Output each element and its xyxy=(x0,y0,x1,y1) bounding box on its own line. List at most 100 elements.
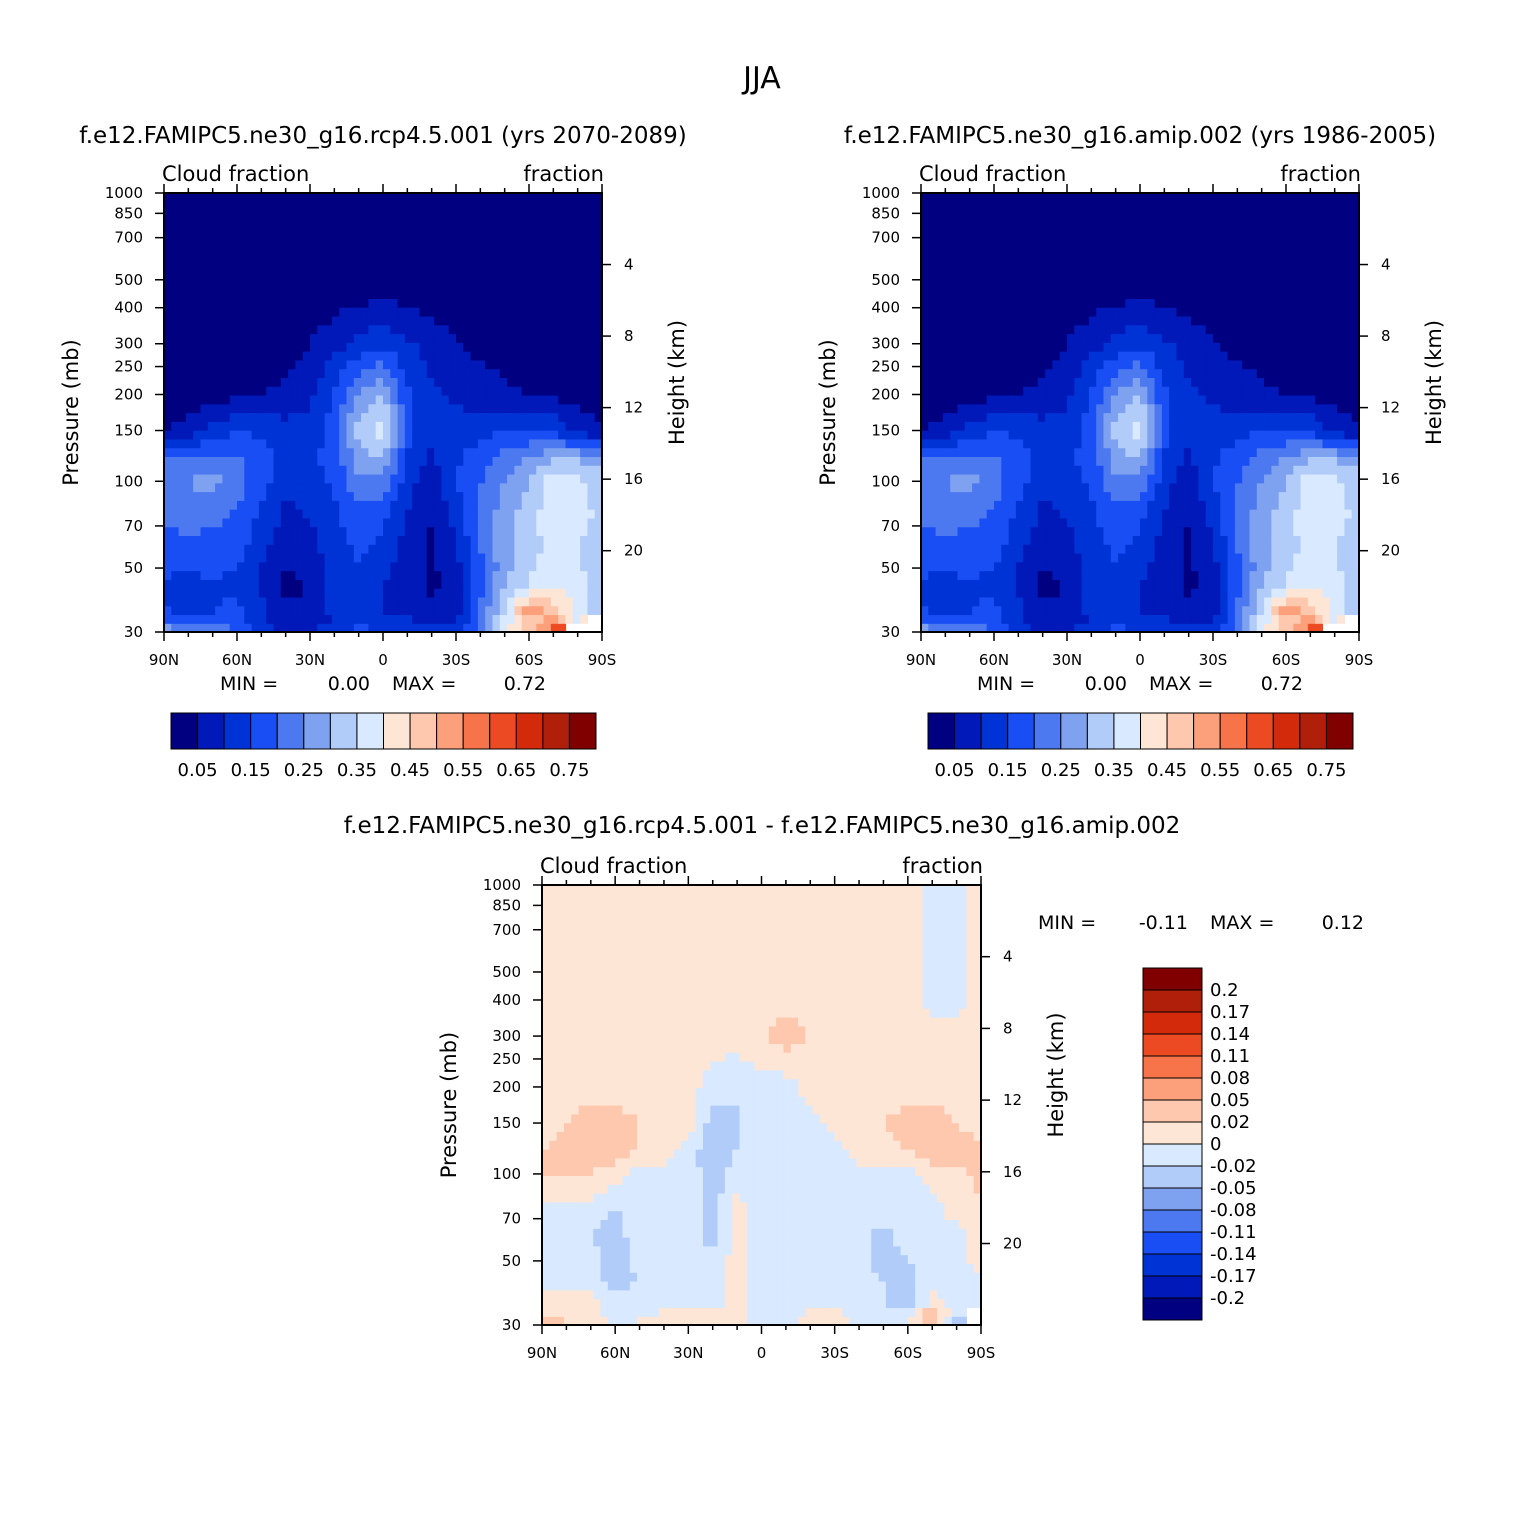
contour-cell xyxy=(426,509,435,519)
contour-cell xyxy=(258,201,267,212)
contour-cell xyxy=(1118,482,1126,493)
contour-cell xyxy=(1242,526,1251,537)
contour-cell xyxy=(463,605,472,616)
contour-cell xyxy=(1234,359,1243,370)
contour-cell xyxy=(1081,421,1090,431)
contour-cell xyxy=(244,289,253,299)
y2-axis-title: Height (km) xyxy=(665,320,689,445)
contour-cell xyxy=(1205,394,1214,405)
contour-cell xyxy=(1293,412,1302,422)
contour-cell xyxy=(419,201,428,212)
contour-cell xyxy=(164,614,172,624)
contour-cell xyxy=(499,245,508,256)
contour-cell xyxy=(295,307,304,317)
contour-cell xyxy=(295,473,304,484)
contour-cell xyxy=(1213,447,1221,457)
contour-cell xyxy=(404,289,413,299)
contour-cell xyxy=(295,456,304,466)
contour-cell xyxy=(470,307,479,317)
contour-cell xyxy=(1278,377,1287,387)
contour-cell xyxy=(280,333,289,343)
contour-cell xyxy=(229,623,238,633)
contour-cell xyxy=(426,482,435,493)
contour-cell xyxy=(215,491,223,501)
contour-cell xyxy=(921,535,929,545)
contour-cell xyxy=(1081,482,1090,493)
contour-cell xyxy=(368,403,377,414)
contour-cell xyxy=(1030,351,1039,361)
contour-cell xyxy=(1052,517,1061,528)
contour-cell xyxy=(1169,377,1178,387)
contour-cell xyxy=(244,579,253,589)
contour-cell xyxy=(1001,482,1010,493)
contour-cell xyxy=(521,473,530,484)
contour-cell xyxy=(361,526,369,537)
contour-cell xyxy=(331,596,340,607)
contour-cell xyxy=(295,552,304,563)
contour-cell xyxy=(499,588,508,598)
contour-cell xyxy=(412,579,421,589)
contour-cell xyxy=(288,245,296,256)
contour-cell xyxy=(986,359,995,370)
contour-cell xyxy=(1256,473,1265,484)
contour-cell xyxy=(426,368,435,378)
colorbar-label: 0.05 xyxy=(178,760,218,781)
contour-cell xyxy=(1140,517,1148,528)
contour-cell xyxy=(543,412,552,422)
contour-cell xyxy=(536,509,545,519)
contour-cell xyxy=(302,219,311,229)
contour-cell xyxy=(390,210,399,220)
contour-cell xyxy=(1315,447,1324,457)
contour-cell xyxy=(1242,552,1251,563)
contour-cell xyxy=(1351,570,1360,580)
contour-cell xyxy=(507,236,515,247)
contour-cell xyxy=(928,394,937,405)
contour-cell xyxy=(178,570,187,580)
contour-cell xyxy=(310,193,318,203)
contour-cell xyxy=(412,254,421,264)
contour-cell xyxy=(1045,412,1053,422)
contour-cell xyxy=(441,193,450,203)
contour-cell xyxy=(426,421,435,431)
contour-cell xyxy=(164,552,172,563)
contour-cell xyxy=(543,280,552,291)
contour-cell xyxy=(383,623,391,633)
contour-cell xyxy=(1183,561,1192,572)
contour-cell xyxy=(280,280,289,291)
contour-cell xyxy=(572,315,581,326)
contour-cell xyxy=(375,544,384,554)
contour-cell xyxy=(441,289,450,299)
contour-cell xyxy=(310,333,318,343)
contour-cell xyxy=(331,430,340,440)
contour-cell xyxy=(324,368,333,378)
contour-cell xyxy=(353,552,362,563)
contour-cell xyxy=(964,412,973,422)
contour-cell xyxy=(1256,517,1265,528)
contour-cell xyxy=(1008,596,1017,607)
contour-cell xyxy=(331,263,340,273)
contour-cell xyxy=(1351,579,1360,589)
contour-cell xyxy=(558,272,567,282)
contour-cell xyxy=(361,289,369,299)
contour-cell xyxy=(550,307,559,317)
contour-cell xyxy=(1300,570,1309,580)
contour-cell xyxy=(317,228,326,238)
contour-cell xyxy=(543,272,552,282)
contour-cell xyxy=(375,430,384,440)
contour-cell xyxy=(485,465,494,475)
contour-cell xyxy=(558,228,567,238)
contour-cell xyxy=(456,289,464,299)
contour-cell xyxy=(1074,456,1083,466)
contour-cell xyxy=(339,482,348,493)
contour-cell xyxy=(1132,588,1141,598)
contour-cell xyxy=(1249,614,1258,624)
contour-cell xyxy=(353,280,362,291)
contour-cell xyxy=(521,280,530,291)
contour-cell xyxy=(957,526,966,537)
contour-cell xyxy=(288,491,296,501)
contour-cell xyxy=(1286,544,1294,554)
contour-cell xyxy=(1140,447,1148,457)
contour-cell xyxy=(1081,535,1090,545)
contour-cell xyxy=(353,315,362,326)
contour-cell xyxy=(397,280,406,291)
